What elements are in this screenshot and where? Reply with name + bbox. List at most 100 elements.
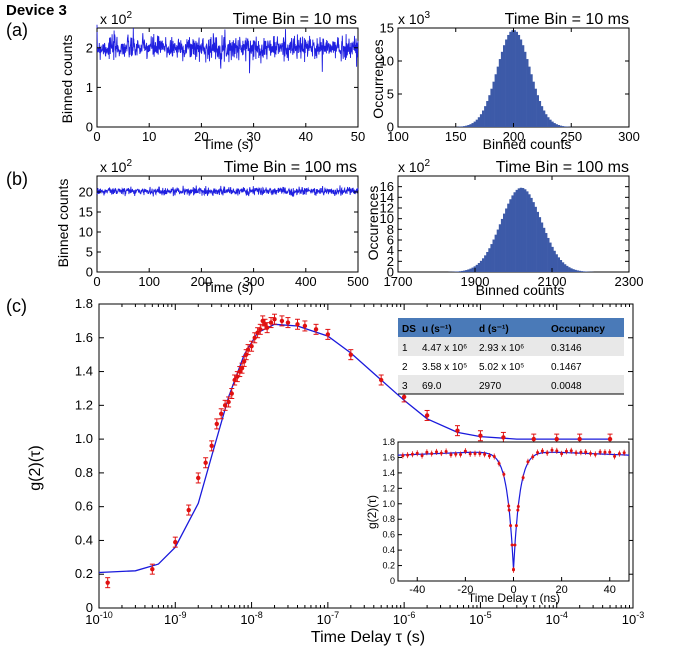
- histogram-bar: [542, 110, 546, 127]
- histogram-bar: [496, 229, 500, 272]
- table-cell: 2.93 x 10⁶: [479, 343, 524, 354]
- histogram-bar: [484, 255, 487, 272]
- y-tick-label-c-main-7: 1.4: [75, 364, 93, 379]
- x-tick-exponent: -3: [636, 610, 644, 620]
- x-tick-label-c-main-1: 10-9: [164, 610, 186, 627]
- multiplier-b-hist: x 102: [398, 158, 430, 175]
- histogram-bar: [482, 110, 485, 127]
- y-tick-label-c-main-2: 0.4: [75, 532, 93, 547]
- data-point: [463, 449, 467, 453]
- data-point: [598, 450, 602, 454]
- data-point: [272, 317, 277, 322]
- histogram-bar: [557, 257, 560, 272]
- histogram-bar: [456, 271, 460, 272]
- histogram-bar: [553, 123, 556, 127]
- data-point: [531, 455, 535, 459]
- histogram-bar: [538, 101, 542, 127]
- x-tick-label-a-time-1: 10: [142, 129, 156, 144]
- data-point: [516, 505, 520, 509]
- y-tick-label-b-hist-8: 16: [380, 179, 394, 194]
- x-tick-base: 10: [240, 612, 254, 627]
- histogram-bar: [553, 250, 556, 272]
- data-point: [514, 524, 518, 528]
- table-row: [398, 337, 624, 356]
- x-tick-exponent: -4: [560, 610, 568, 620]
- histogram-bar: [482, 258, 485, 272]
- data-point: [186, 507, 191, 513]
- y-tick-label-b-hist-5: 10: [380, 211, 394, 226]
- table-row: [398, 356, 624, 375]
- histogram-bar: [570, 268, 573, 272]
- x-tick-label-c-main-3: 10-7: [317, 610, 339, 627]
- histogram-bar: [471, 267, 474, 272]
- data-point: [313, 327, 319, 332]
- y-tick-label-c-inset-2: 0.4: [382, 545, 395, 555]
- y-tick-label-c-main-4: 0.8: [75, 465, 93, 480]
- data-point: [219, 411, 224, 416]
- x-tick-base: 10: [164, 612, 178, 627]
- histogram-bar: [519, 39, 523, 127]
- y-tick-label-c-inset-6: 1.2: [382, 483, 395, 493]
- histogram-bar: [461, 126, 464, 127]
- histogram-bar: [492, 239, 495, 272]
- table-cell: 0.0048: [551, 381, 582, 392]
- x-tick-label-b-time-0: 0: [93, 274, 100, 289]
- x-axis-label-b-time: Time (s): [203, 279, 254, 295]
- histogram-bar: [463, 126, 466, 127]
- table-header-cell: DS: [402, 324, 416, 335]
- histogram-bar: [555, 124, 558, 127]
- x-tick-label-a-time-3: 30: [246, 129, 260, 144]
- histogram-bar: [463, 270, 466, 272]
- histogram-bar: [488, 248, 491, 272]
- histogram-bar: [469, 268, 472, 272]
- histogram-bar: [549, 119, 552, 127]
- histogram-bar: [479, 114, 483, 127]
- x-tick-label-a-hist-2: 200: [503, 129, 525, 144]
- data-point: [501, 435, 506, 440]
- histogram-bar: [524, 51, 527, 127]
- histogram-bar: [555, 254, 558, 272]
- data-point: [574, 451, 578, 455]
- plot-frame-a-time: [96, 27, 359, 128]
- data-point: [603, 450, 607, 454]
- table-cell: 5.02 x 10⁵: [479, 362, 524, 373]
- data-point: [555, 449, 559, 453]
- data-point: [569, 449, 573, 453]
- data-point: [454, 452, 458, 456]
- histogram-bar: [477, 263, 481, 272]
- data-point: [497, 462, 501, 466]
- data-point: [252, 335, 257, 340]
- histogram-bar: [540, 106, 544, 127]
- x-tick-exponent: -9: [179, 610, 187, 620]
- histogram-bar: [563, 264, 567, 272]
- data-point: [509, 524, 513, 528]
- data-point: [589, 452, 592, 456]
- y-tick-label-a-time-2: 2: [86, 40, 93, 55]
- data-point: [420, 454, 424, 458]
- histogram-bar: [461, 270, 464, 272]
- data-point: [531, 436, 536, 442]
- data-point: [526, 460, 530, 464]
- data-point: [502, 472, 506, 476]
- histogram-bar: [559, 260, 563, 272]
- data-point: [478, 452, 482, 456]
- chart-a-histogram: x 103 Time Bin = 10 ms Binned counts Occ…: [370, 10, 640, 152]
- x-tick-base: 10: [317, 612, 331, 627]
- data-point: [258, 327, 263, 332]
- data-point: [513, 543, 517, 547]
- data-point: [285, 320, 291, 325]
- histogram-bar: [534, 88, 537, 127]
- y-tick-label-b-time-3: 15: [79, 205, 93, 220]
- table-cell: 3.58 x 10⁵: [422, 362, 467, 373]
- data-point: [435, 450, 438, 454]
- histogram-bar: [563, 126, 567, 127]
- data-point: [430, 452, 434, 456]
- data-point: [468, 452, 472, 456]
- x-axis-label-c-main: Time Delay τ (s): [311, 629, 425, 646]
- histogram-bar: [486, 101, 489, 127]
- data-point: [226, 399, 231, 405]
- plot-frame-c-inset: [397, 441, 630, 582]
- y-tick-label-b-time-2: 10: [79, 225, 93, 240]
- y-tick-label-c-inset-8: 1.6: [382, 452, 395, 462]
- y-axis-label-b-time: Binned counts: [55, 179, 71, 268]
